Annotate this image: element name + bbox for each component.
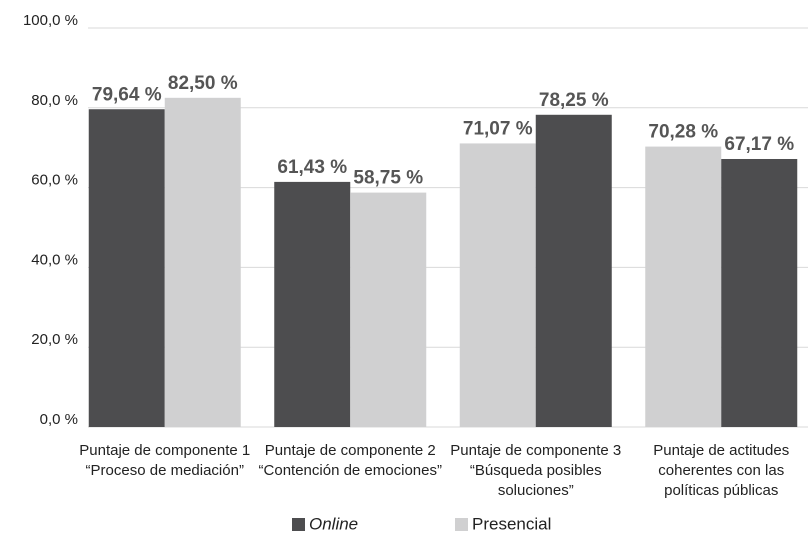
x-tick-label: “Búsqueda posibles — [470, 462, 602, 479]
x-tick-label: coherentes con las — [658, 462, 784, 479]
bar — [645, 146, 722, 427]
y-tick-label: 20,0 % — [31, 331, 78, 348]
x-tick-label: Puntaje de componente 3 — [450, 442, 621, 459]
bar — [721, 158, 798, 427]
bar — [274, 181, 351, 427]
bar — [88, 109, 165, 428]
bar — [459, 143, 536, 427]
legend-swatch — [292, 518, 305, 531]
bar — [535, 114, 612, 427]
value-label: 79,64 % — [92, 84, 162, 105]
y-tick-label: 80,0 % — [31, 92, 78, 109]
x-tick-label: soluciones” — [498, 482, 574, 499]
value-label: 58,75 % — [353, 168, 423, 189]
legend-swatch — [455, 518, 468, 531]
y-tick-label: 100,0 % — [23, 12, 78, 29]
x-tick-label: “Contención de emociones” — [259, 462, 442, 479]
legend-label: Online — [309, 514, 358, 533]
value-label: 61,43 % — [277, 157, 347, 178]
y-tick-label: 60,0 % — [31, 172, 78, 189]
value-label: 78,25 % — [539, 90, 609, 111]
bar — [164, 97, 241, 427]
legend-label: Presencial — [472, 514, 551, 533]
value-label: 82,50 % — [168, 73, 238, 94]
x-tick-label: políticas públicas — [664, 482, 778, 499]
bar — [350, 192, 427, 427]
value-label: 70,28 % — [648, 122, 718, 143]
x-tick-label: Puntaje de actitudes — [653, 442, 789, 459]
x-tick-label: Puntaje de componente 2 — [265, 442, 436, 459]
y-tick-label: 40,0 % — [31, 251, 78, 268]
y-tick-label: 0,0 % — [40, 411, 78, 428]
x-tick-label: “Proceso de mediación” — [86, 462, 244, 479]
value-label: 71,07 % — [463, 118, 533, 139]
x-tick-label: Puntaje de componente 1 — [79, 442, 250, 459]
value-label: 67,17 % — [724, 134, 794, 155]
